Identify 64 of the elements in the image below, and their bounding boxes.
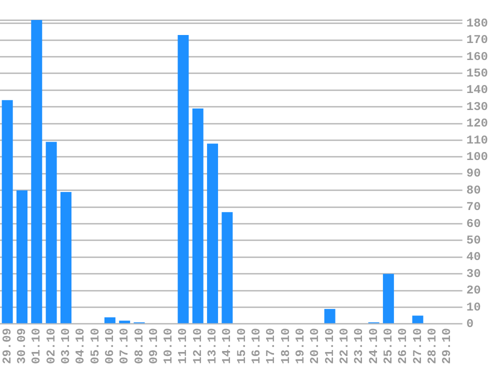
- x-tick-label: 22.10: [337, 328, 352, 364]
- x-tick-label: 12.10: [190, 328, 205, 364]
- bar: [16, 190, 28, 324]
- x-tick-label: 29.09: [0, 328, 14, 364]
- y-tick-label: 70: [466, 200, 481, 214]
- bar: [192, 108, 204, 324]
- bar: [324, 308, 336, 324]
- bar: [222, 212, 233, 324]
- x-tick-label: 17.10: [264, 328, 278, 364]
- y-tick-label: 80: [466, 183, 481, 198]
- x-tick-label: 25.10: [381, 328, 396, 364]
- y-tick-label: 160: [466, 50, 488, 64]
- x-tick-label: 09.10: [146, 328, 161, 364]
- x-tick-label: 18.10: [278, 328, 293, 364]
- bar: [178, 35, 189, 324]
- bar: [119, 320, 130, 324]
- bar: [46, 142, 57, 324]
- x-tick-label: 15.10: [234, 328, 249, 364]
- y-tick-label: 30: [466, 266, 481, 281]
- y-tick-label: 90: [466, 166, 481, 181]
- y-tick-label: 60: [466, 216, 481, 231]
- x-tick-label: 06.10: [102, 328, 117, 364]
- x-tick-label: 26.10: [396, 328, 410, 364]
- x-tick-label: 05.10: [88, 328, 102, 364]
- bar: [382, 274, 394, 324]
- x-tick-label: 07.10: [118, 328, 132, 364]
- y-tick-label: 20: [466, 284, 481, 298]
- x-tick-label: 27.10: [410, 328, 425, 364]
- bar: [60, 192, 72, 324]
- x-tick-label: 11.10: [176, 328, 190, 364]
- x-tick-label: 28.10: [425, 328, 440, 364]
- bar: [412, 316, 424, 324]
- bar: [207, 144, 218, 324]
- x-tick-label: 01.10: [30, 328, 44, 364]
- y-tick-label: 50: [466, 233, 481, 248]
- x-tick-label: 21.10: [322, 328, 337, 364]
- x-tick-label: 10.10: [162, 328, 176, 364]
- y-tick-label: 150: [466, 66, 488, 80]
- x-tick-label: 14.10: [220, 328, 234, 364]
- bar: [31, 20, 42, 324]
- x-tick-label: 16.10: [250, 328, 264, 364]
- x-tick-label: 30.09: [15, 328, 30, 364]
- y-tick-label: 140: [466, 83, 488, 98]
- y-tick-label: 130: [466, 100, 488, 114]
- bar: [104, 317, 116, 324]
- x-tick-label: 29.10: [440, 328, 454, 364]
- x-tick-label: 20.10: [308, 328, 322, 364]
- x-tick-label: 23.10: [352, 328, 366, 364]
- y-tick-label: 100: [466, 150, 488, 164]
- x-tick-label: 03.10: [58, 328, 73, 364]
- y-tick-label: 10: [466, 300, 481, 314]
- x-tick-label: 19.10: [294, 328, 308, 364]
- y-tick-label: 170: [466, 33, 488, 48]
- bar: [2, 100, 13, 324]
- x-tick-label: 24.10: [366, 328, 381, 364]
- x-tick-label: 04.10: [74, 328, 88, 364]
- x-tick-label: 08.10: [132, 328, 146, 364]
- x-tick-label: 02.10: [44, 328, 58, 364]
- y-tick-label: 180: [466, 16, 488, 30]
- y-tick-label: 40: [466, 250, 481, 264]
- y-tick-label: 110: [466, 133, 488, 148]
- y-tick-label: 120: [466, 116, 488, 131]
- y-tick-label: 0: [466, 317, 474, 332]
- x-tick-label: 13.10: [206, 328, 220, 364]
